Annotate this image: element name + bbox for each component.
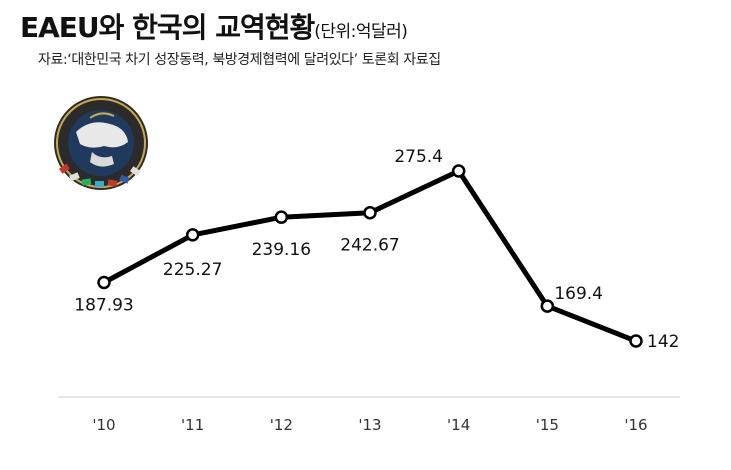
- data-point-0: [97, 275, 111, 290]
- data-point-2: [274, 210, 289, 224]
- data-point-3: [363, 205, 377, 220]
- data-point-6: [629, 334, 643, 348]
- chart-title: EAEU와 한국의 교역현황(단위:억달러): [20, 6, 408, 46]
- x-tick-label-0: '10: [92, 416, 115, 434]
- data-point-5: [540, 299, 555, 313]
- data-point-4: [451, 164, 466, 178]
- data-label-0: 187.93: [74, 295, 133, 315]
- x-tick-label-3: '13: [358, 416, 381, 434]
- eaeu-emblem: [54, 96, 148, 190]
- series-line: [101, 168, 639, 344]
- unit-label: (단위:억달러): [314, 22, 408, 42]
- x-tick-label-2: '12: [270, 416, 293, 434]
- x-tick-label-4: '14: [447, 416, 470, 434]
- data-label-1: 225.27: [163, 260, 222, 280]
- x-tick-labels: '10 '11 '12 '13 '14 '15 '16: [92, 416, 647, 434]
- x-tick-label-6: '16: [624, 416, 647, 434]
- data-label-6: 142: [647, 332, 679, 352]
- data-label-5: 169.4: [554, 284, 603, 304]
- data-labels: 187.93 225.27 239.16 242.67 275.4 169.4 142: [74, 147, 679, 352]
- data-markers: [97, 164, 643, 348]
- data-label-3: 242.67: [340, 236, 399, 256]
- title-text: EAEU와 한국의 교역현황: [20, 11, 315, 44]
- data-label-4: 275.4: [394, 147, 443, 167]
- data-label-2: 239.16: [252, 240, 311, 260]
- data-point-1: [185, 228, 200, 242]
- source-note: 자료:‘대한민국 차기 성장동력, 북방경제협력에 달려있다’ 토론회 자료집: [38, 52, 441, 68]
- x-tick-label-1: '11: [181, 416, 204, 434]
- x-tick-label-5: '15: [536, 416, 559, 434]
